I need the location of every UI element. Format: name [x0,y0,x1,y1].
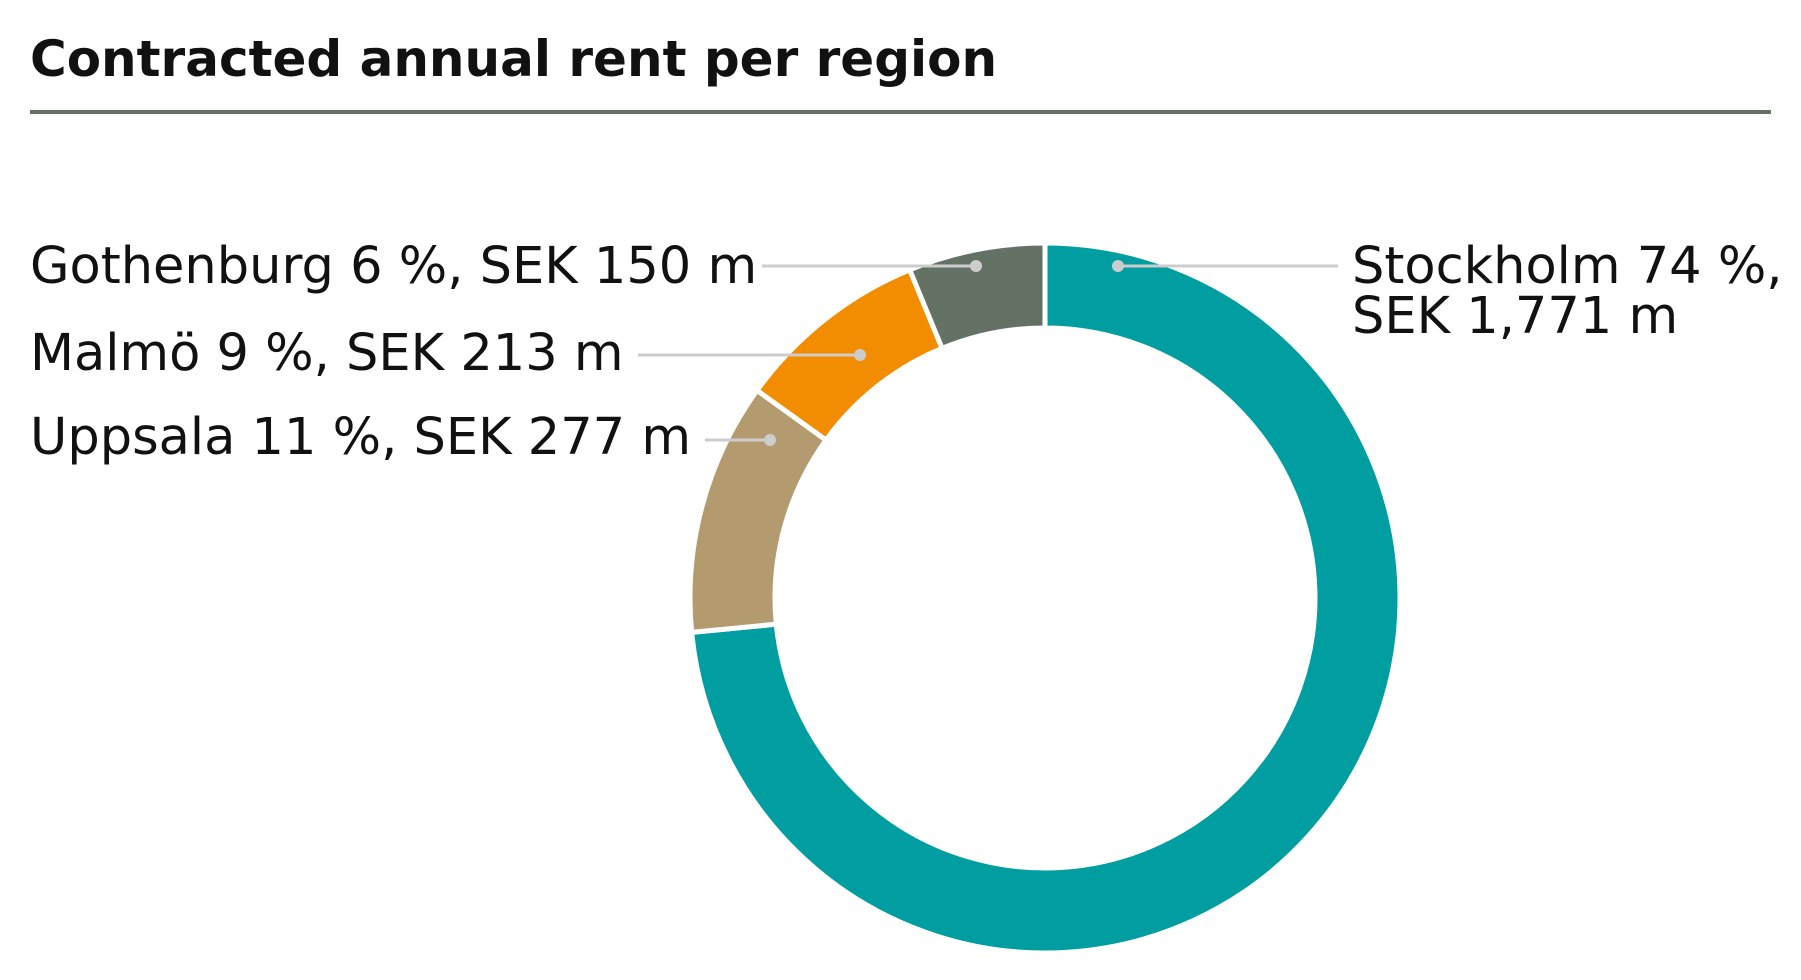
leader-dot-gothenburg [970,260,982,272]
leader-dot-uppsala [764,434,776,446]
label-gothenburg: Gothenburg 6 %, SEK 150 m [30,237,757,296]
leader-dot-malmo [854,349,866,361]
donut-slices [687,240,1403,956]
label-uppsala: Uppsala 11 %, SEK 277 m [30,408,691,467]
slice-labels: Stockholm 74 %, SEK 1,771 m Uppsala 11 %, … [30,237,1783,467]
slice-stockholm [688,240,1403,956]
chart-title: Contracted annual rent per region [30,30,997,88]
label-stockholm: Stockholm 74 %, SEK 1,771 m [1352,237,1783,346]
leader-lines [638,260,1338,446]
leader-dot-stockholm [1112,260,1124,272]
slice-gothenburg [906,240,1048,352]
label-malmo: Malmö 9 %, SEK 213 m [30,324,624,383]
